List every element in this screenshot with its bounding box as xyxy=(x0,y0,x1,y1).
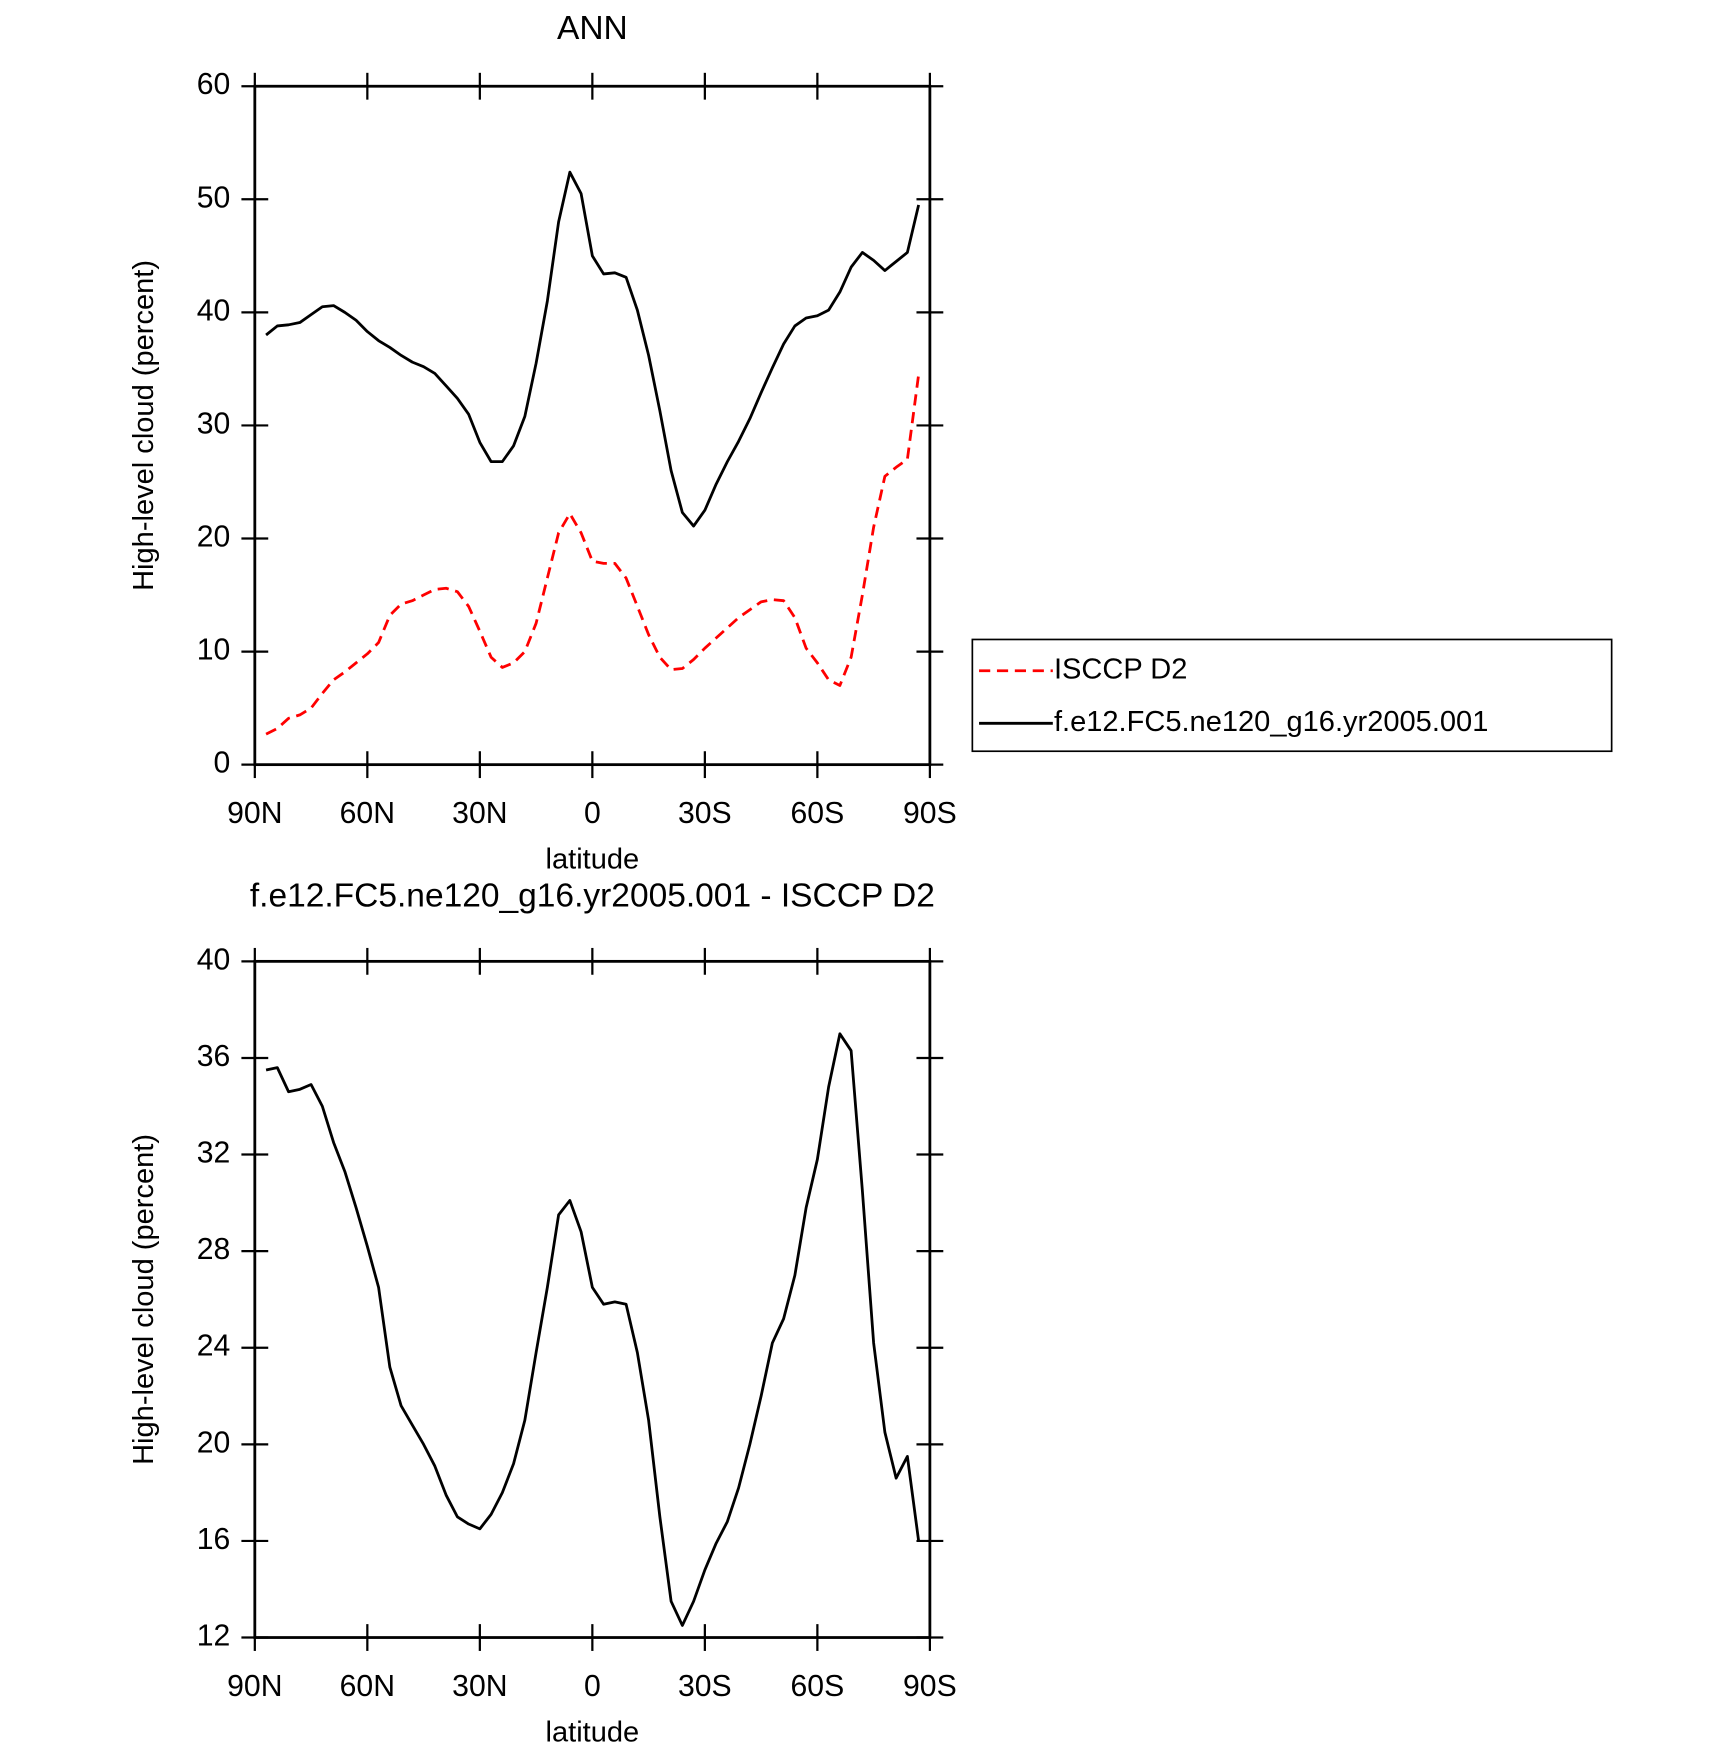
y-tick-label: 20 xyxy=(197,520,231,553)
y-tick-label: 20 xyxy=(197,1426,231,1459)
y-tick-label: 40 xyxy=(197,943,231,976)
x-tick-label: 0 xyxy=(584,797,601,830)
legend-box xyxy=(971,638,1613,753)
x-tick-label: 90S xyxy=(903,1670,957,1703)
y-tick-label: 10 xyxy=(197,634,231,667)
x-tick-label: 90N xyxy=(227,797,282,830)
y-tick-label: 60 xyxy=(197,68,231,101)
x-tick-label: 90S xyxy=(903,797,957,830)
y-tick-label: 36 xyxy=(197,1040,231,1073)
data-line xyxy=(265,1032,921,1627)
x-axis-label: latitude xyxy=(546,843,640,875)
data-line xyxy=(265,374,921,736)
y-tick-label: 28 xyxy=(197,1233,231,1266)
x-axis-label: latitude xyxy=(546,1716,640,1745)
legend-label: ISCCP D2 xyxy=(1054,653,1187,685)
y-axis-label: High-level cloud (percent) xyxy=(128,260,160,591)
chart-title: ANN xyxy=(557,10,628,47)
x-tick-label: 60N xyxy=(340,1670,395,1703)
x-tick-label: 0 xyxy=(584,1670,601,1703)
y-tick-label: 32 xyxy=(197,1137,231,1170)
y-tick-label: 30 xyxy=(197,407,231,440)
y-tick-label: 24 xyxy=(197,1330,231,1363)
y-tick-label: 40 xyxy=(197,294,231,327)
legend-label: f.e12.FC5.ne120_g16.yr2005.001 xyxy=(1054,706,1488,738)
chart-title: f.e12.FC5.ne120_g16.yr2005.001 - ISCCP D… xyxy=(250,878,935,915)
x-tick-label: 30N xyxy=(452,797,507,830)
x-tick-label: 60N xyxy=(340,797,395,830)
y-axis-label: High-level cloud (percent) xyxy=(128,1134,160,1465)
x-tick-label: 60S xyxy=(791,1670,845,1703)
data-line xyxy=(265,170,920,528)
plot-frame xyxy=(253,959,932,1639)
x-tick-label: 60S xyxy=(791,797,845,830)
x-tick-label: 30S xyxy=(678,1670,732,1703)
y-tick-label: 16 xyxy=(197,1523,231,1556)
y-tick-label: 0 xyxy=(213,747,230,780)
x-tick-label: 30S xyxy=(678,797,732,830)
y-tick-label: 50 xyxy=(197,181,231,214)
x-tick-label: 90N xyxy=(227,1670,282,1703)
x-tick-label: 30N xyxy=(452,1670,507,1703)
y-tick-label: 12 xyxy=(197,1619,231,1652)
